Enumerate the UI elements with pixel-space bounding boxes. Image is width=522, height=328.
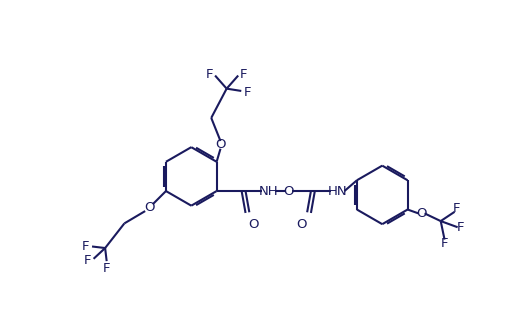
Text: F: F: [453, 202, 460, 215]
Text: O: O: [248, 218, 259, 231]
Text: O: O: [296, 218, 307, 231]
Text: HN: HN: [328, 185, 347, 197]
Text: F: F: [103, 261, 111, 275]
Text: F: F: [244, 86, 251, 99]
Text: NH: NH: [258, 185, 278, 197]
Text: F: F: [82, 240, 90, 253]
Text: O: O: [416, 207, 426, 220]
Text: O: O: [144, 201, 155, 215]
Text: F: F: [457, 221, 465, 234]
Text: F: F: [240, 68, 247, 80]
Text: O: O: [215, 138, 226, 151]
Text: F: F: [206, 68, 213, 80]
Text: O: O: [283, 185, 293, 197]
Text: F: F: [441, 237, 448, 250]
Text: F: F: [84, 254, 91, 267]
